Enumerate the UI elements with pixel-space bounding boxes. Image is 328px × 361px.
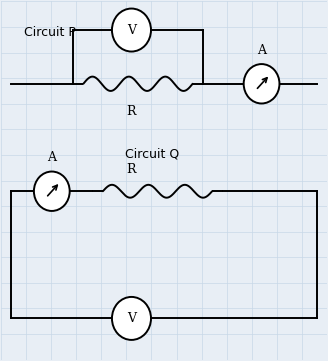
Circle shape <box>112 297 151 340</box>
Text: V: V <box>127 23 136 36</box>
Text: A: A <box>47 151 56 164</box>
Text: A: A <box>257 44 266 57</box>
Text: Circuit Q: Circuit Q <box>125 148 179 161</box>
Text: V: V <box>127 312 136 325</box>
Text: R: R <box>127 163 136 176</box>
Text: Circuit P: Circuit P <box>24 26 76 39</box>
Circle shape <box>112 9 151 52</box>
Circle shape <box>244 64 279 104</box>
Circle shape <box>34 171 70 211</box>
Text: R: R <box>127 105 136 118</box>
